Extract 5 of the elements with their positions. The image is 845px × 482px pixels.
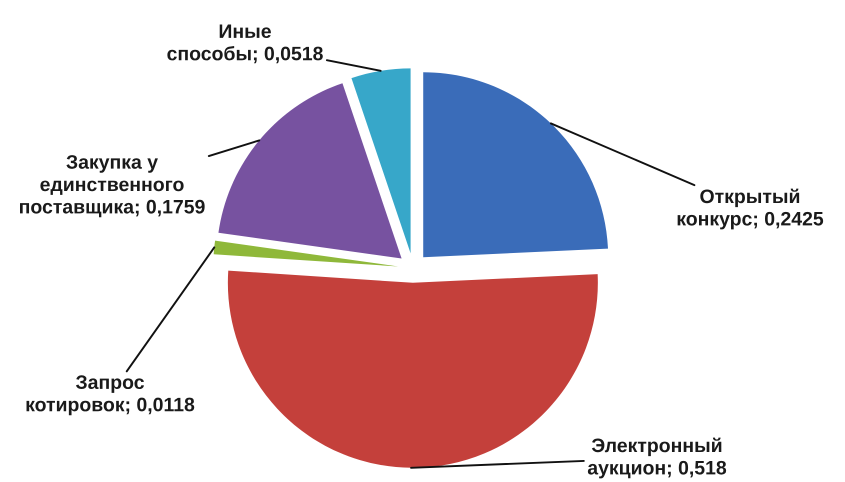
slice-label: Открытый конкурс; 0,2425: [678, 188, 824, 230]
slice-label: Электронный аукцион; 0,518: [588, 438, 726, 478]
slice-label: Закупка у единственного поставщика; 0,1759: [20, 155, 205, 218]
slice-label: Запрос котировок; 0,0118: [26, 375, 194, 416]
slice-label: Иные способы; 0,0518: [167, 24, 323, 64]
